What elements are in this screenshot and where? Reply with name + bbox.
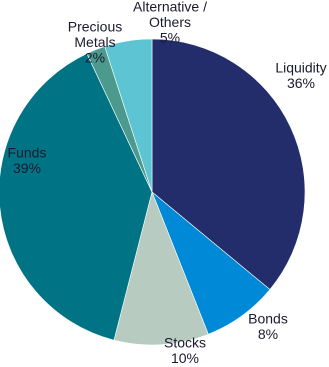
slice-label: Liquidity 36% — [275, 59, 326, 91]
slice-label: Precious Metals 2% — [68, 19, 122, 66]
pie-slice-funds — [0, 53, 153, 341]
pie-slice-liquidity — [151, 38, 306, 290]
slice-name: Liquidity — [275, 59, 326, 75]
slice-name: Funds — [8, 144, 47, 160]
slice-percent: 10% — [171, 350, 199, 366]
slice-percent: 8% — [258, 326, 278, 342]
pie-slice-alternative-others — [104, 38, 153, 193]
slice-name: Precious — [68, 19, 122, 35]
slice-name: Others — [149, 14, 191, 30]
slice-name: Alternative / — [133, 0, 207, 15]
slice-label: Alternative / Others 5% — [133, 0, 207, 46]
slice-label: Bonds 8% — [248, 310, 288, 342]
slice-percent: 39% — [13, 160, 41, 176]
pie-slice-stocks — [113, 191, 209, 346]
slice-percent: 5% — [160, 30, 180, 46]
slice-name: Bonds — [248, 310, 288, 326]
slice-label: Funds 39% — [8, 144, 47, 176]
slice-label: Stocks 10% — [164, 334, 206, 366]
pie-labels: Liquidity 36% Bonds 8% Stocks 10% Funds 39% Prec… — [8, 0, 327, 366]
slice-name: Metals — [74, 34, 115, 50]
slice-name: Stocks — [164, 334, 206, 350]
slice-percent: 2% — [85, 50, 105, 66]
pie-slices — [0, 38, 306, 346]
slice-percent: 36% — [287, 75, 315, 91]
